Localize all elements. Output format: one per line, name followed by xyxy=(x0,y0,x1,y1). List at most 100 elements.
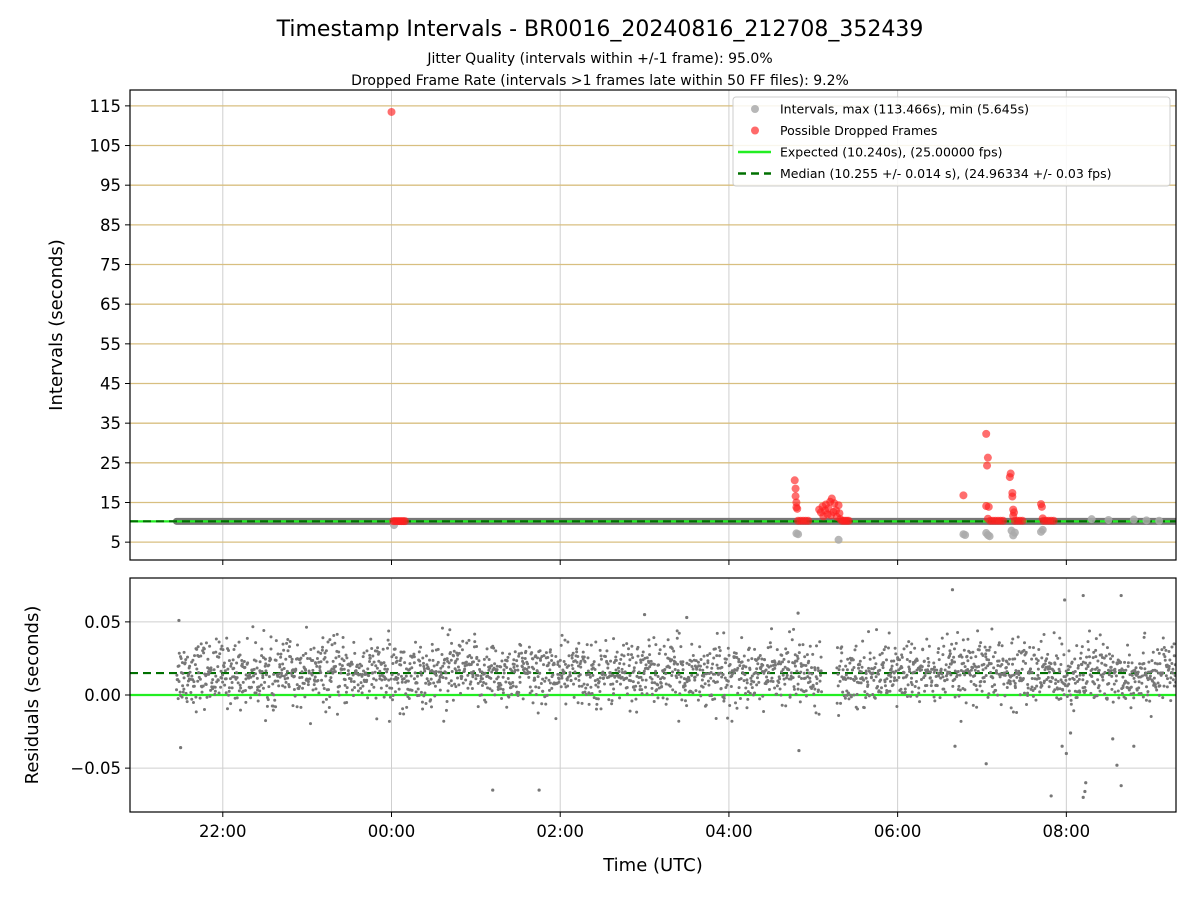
residual-point xyxy=(500,696,504,700)
residual-point xyxy=(1003,673,1007,677)
x-axis-label: Time (UTC) xyxy=(602,855,703,876)
residual-point xyxy=(196,645,200,649)
residual-outlier-point xyxy=(1068,731,1073,735)
residual-point xyxy=(1169,699,1173,703)
residual-point xyxy=(192,684,196,688)
residual-point xyxy=(541,689,545,693)
residual-point xyxy=(235,696,239,700)
residual-point xyxy=(252,680,256,684)
residual-point xyxy=(958,673,962,677)
residual-point xyxy=(214,650,218,654)
residual-point xyxy=(306,680,310,684)
residual-point xyxy=(687,676,691,680)
residual-point xyxy=(452,654,456,658)
residual-point xyxy=(1045,657,1049,661)
residual-point xyxy=(176,697,180,701)
residual-point xyxy=(1030,685,1034,689)
residual-point xyxy=(737,686,741,690)
residual-point xyxy=(1081,673,1085,677)
top-y-tick-label: 35 xyxy=(100,414,121,433)
residual-point xyxy=(741,667,745,671)
residual-point xyxy=(242,659,246,663)
residual-outlier-point xyxy=(1064,751,1068,756)
residual-point xyxy=(540,702,544,706)
residual-point xyxy=(715,663,719,667)
residual-point xyxy=(1042,632,1046,636)
residual-point xyxy=(505,666,509,670)
residual-point xyxy=(196,679,200,683)
residual-point xyxy=(1037,676,1041,680)
residual-point xyxy=(792,687,796,691)
residual-point xyxy=(485,655,489,659)
residual-point xyxy=(632,669,636,673)
residual-point xyxy=(644,678,648,682)
residual-point xyxy=(882,661,886,665)
residual-point xyxy=(311,658,315,662)
residual-point xyxy=(1059,662,1063,666)
residual-point xyxy=(781,667,785,671)
residual-point xyxy=(1040,684,1044,688)
residual-point xyxy=(755,676,759,680)
residual-point xyxy=(1112,682,1116,686)
residual-point xyxy=(783,682,787,686)
residual-point xyxy=(586,669,590,673)
residual-point xyxy=(871,671,875,675)
residual-point xyxy=(979,641,983,645)
residual-point xyxy=(984,666,988,670)
residual-point xyxy=(502,668,506,672)
residual-point xyxy=(473,632,477,636)
residual-point xyxy=(733,701,737,705)
residual-point xyxy=(547,661,551,665)
residual-point xyxy=(454,669,458,673)
residual-point xyxy=(443,657,447,661)
residual-point xyxy=(398,659,402,663)
residual-point xyxy=(726,679,730,683)
residual-point xyxy=(591,673,595,677)
residual-point xyxy=(594,640,598,644)
residual-point xyxy=(284,672,288,676)
residual-point xyxy=(612,692,616,696)
residual-point xyxy=(749,682,753,686)
residual-point xyxy=(327,706,331,710)
residual-point xyxy=(424,654,428,658)
residual-point xyxy=(450,684,454,688)
residual-point xyxy=(800,676,804,680)
residual-point xyxy=(558,658,562,662)
residual-point xyxy=(496,687,500,691)
residual-point xyxy=(282,648,286,652)
residual-point xyxy=(528,671,532,675)
residual-point xyxy=(518,680,522,684)
residual-point xyxy=(360,691,364,695)
residual-point xyxy=(630,644,634,648)
x-tick-label: 04:00 xyxy=(705,822,753,841)
residual-point xyxy=(198,677,202,681)
residual-point xyxy=(881,666,885,670)
residual-point xyxy=(188,670,192,674)
residual-point xyxy=(528,685,532,689)
residual-point xyxy=(677,673,681,677)
residual-point xyxy=(859,681,863,685)
residual-point xyxy=(705,665,709,669)
residual-point xyxy=(508,682,512,686)
residual-point xyxy=(1020,667,1024,671)
residual-point xyxy=(338,684,342,688)
residual-point xyxy=(1080,645,1084,649)
residual-point xyxy=(396,676,400,680)
residual-point xyxy=(206,657,210,661)
residual-point xyxy=(614,655,618,659)
dropped-frame-point xyxy=(1049,516,1058,525)
residual-point xyxy=(963,688,967,692)
residual-point xyxy=(998,675,1002,679)
residual-point xyxy=(854,644,858,648)
residual-point xyxy=(888,689,892,693)
residual-point xyxy=(881,663,885,667)
residual-point xyxy=(653,673,657,677)
residual-point xyxy=(933,699,937,703)
residual-point xyxy=(227,686,231,690)
residual-point xyxy=(349,679,353,683)
x-tick-label: 02:00 xyxy=(536,822,584,841)
residual-point xyxy=(932,665,936,669)
residual-point xyxy=(723,693,727,697)
residual-point xyxy=(1101,675,1105,679)
residual-point xyxy=(860,665,864,669)
